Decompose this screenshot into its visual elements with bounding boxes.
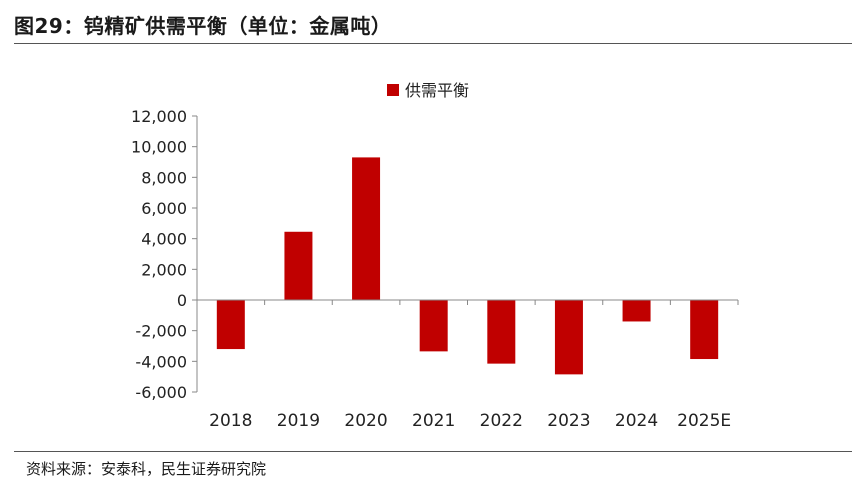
y-tick-label: -6,000 <box>135 383 187 402</box>
bar-2020 <box>352 157 381 300</box>
y-tick-label: -4,000 <box>135 352 187 371</box>
legend: 供需平衡 <box>387 81 469 100</box>
bar-2024 <box>622 300 651 322</box>
y-tick-label: 10,000 <box>131 138 187 157</box>
x-tick-label: 2021 <box>412 411 455 431</box>
bar-chart: 供需平衡 12,000 10,000 8,000 6,000 4,000 2,000 0 -2… <box>131 81 739 431</box>
source-note: 资料来源：安泰科，民生证券研究院 <box>26 460 267 478</box>
x-tick-label: 2024 <box>615 411 658 431</box>
bar-2022 <box>487 300 516 364</box>
bar-2019 <box>284 231 313 300</box>
x-tick-label: 2022 <box>480 411 523 431</box>
chart-title: 图29：钨精矿供需平衡（单位：金属吨） <box>14 14 392 38</box>
footer-rule <box>14 451 852 452</box>
title-rule <box>14 43 852 44</box>
y-tick-label: 4,000 <box>141 230 187 249</box>
y-tick-label: 6,000 <box>141 199 187 218</box>
y-tick-label: 0 <box>177 291 187 310</box>
x-tick-label: 2023 <box>547 411 590 431</box>
y-tick-label: 8,000 <box>141 168 187 187</box>
bar-2025E <box>690 300 719 360</box>
x-axis: 2018 2019 2020 2021 2022 2023 2024 2025E <box>196 299 739 431</box>
y-tick-label: 12,000 <box>131 107 187 126</box>
y-tick-label: 2,000 <box>141 260 187 279</box>
y-axis: 12,000 10,000 8,000 6,000 4,000 2,000 0 -2,000 -… <box>131 107 198 402</box>
legend-label: 供需平衡 <box>405 81 469 100</box>
legend-swatch <box>387 84 399 96</box>
bar-2021 <box>419 300 448 352</box>
x-tick-label: 2019 <box>277 411 320 431</box>
bar-2023 <box>554 300 583 375</box>
x-tick-label: 2020 <box>344 411 387 431</box>
bars <box>216 157 719 375</box>
x-tick-label: 2018 <box>209 411 252 431</box>
y-tick-label: -2,000 <box>135 322 187 341</box>
bar-2018 <box>216 300 245 350</box>
x-tick-label: 2025E <box>677 411 731 431</box>
